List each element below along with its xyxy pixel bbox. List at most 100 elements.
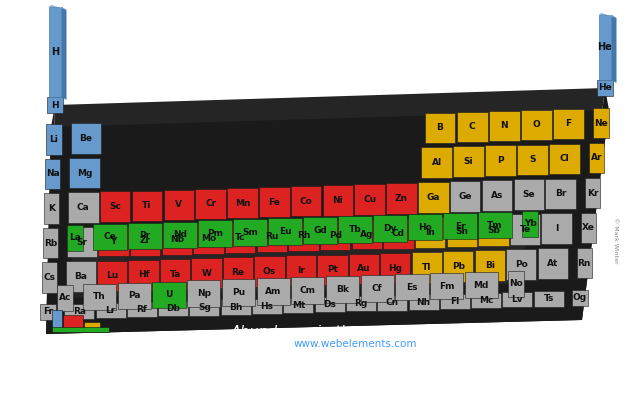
FancyBboxPatch shape — [198, 220, 232, 247]
Text: Na: Na — [46, 170, 60, 178]
Text: Cr: Cr — [205, 200, 216, 208]
Text: S: S — [529, 155, 536, 164]
FancyBboxPatch shape — [346, 296, 376, 312]
Text: He: He — [598, 42, 612, 52]
FancyBboxPatch shape — [585, 178, 600, 208]
FancyBboxPatch shape — [69, 158, 100, 188]
Text: Fe: Fe — [268, 198, 280, 207]
FancyBboxPatch shape — [489, 110, 520, 141]
FancyBboxPatch shape — [257, 222, 287, 252]
Text: B: B — [436, 123, 444, 132]
FancyBboxPatch shape — [534, 291, 564, 306]
Text: Cs: Cs — [43, 273, 55, 282]
Text: Og: Og — [573, 294, 587, 302]
FancyBboxPatch shape — [482, 180, 512, 211]
FancyBboxPatch shape — [291, 186, 321, 216]
FancyBboxPatch shape — [351, 219, 382, 250]
Text: He: He — [598, 84, 612, 92]
Text: Li: Li — [49, 135, 58, 144]
Text: Abundance in the sun (by weight): Abundance in the sun (by weight) — [231, 324, 479, 340]
Bar — [63, 315, 83, 332]
Bar — [84, 322, 100, 332]
FancyBboxPatch shape — [42, 262, 57, 293]
FancyBboxPatch shape — [589, 143, 604, 174]
Text: Yb: Yb — [524, 220, 536, 228]
Text: Rh: Rh — [297, 232, 310, 240]
FancyBboxPatch shape — [227, 188, 258, 218]
Text: Al: Al — [431, 158, 442, 167]
Text: V: V — [175, 200, 182, 209]
Text: Co: Co — [300, 197, 312, 206]
Polygon shape — [611, 15, 616, 83]
Text: Db: Db — [166, 304, 180, 313]
FancyBboxPatch shape — [573, 290, 588, 306]
Text: Ni: Ni — [333, 196, 343, 205]
Polygon shape — [598, 13, 616, 18]
FancyBboxPatch shape — [315, 297, 345, 312]
Polygon shape — [61, 7, 67, 100]
Text: Cm: Cm — [300, 286, 316, 295]
Polygon shape — [65, 224, 530, 298]
FancyBboxPatch shape — [396, 274, 429, 300]
FancyBboxPatch shape — [521, 110, 552, 140]
Text: U: U — [165, 290, 173, 299]
Text: Ho: Ho — [418, 223, 432, 232]
Text: O: O — [532, 120, 540, 130]
FancyBboxPatch shape — [387, 183, 417, 214]
FancyBboxPatch shape — [443, 251, 474, 282]
Text: H: H — [51, 100, 59, 110]
FancyBboxPatch shape — [257, 278, 290, 305]
FancyBboxPatch shape — [158, 301, 188, 316]
Text: Be: Be — [79, 134, 93, 143]
Text: Ds: Ds — [323, 300, 336, 309]
FancyBboxPatch shape — [450, 181, 481, 212]
FancyBboxPatch shape — [360, 275, 394, 302]
FancyBboxPatch shape — [465, 272, 498, 298]
Text: K: K — [48, 204, 55, 213]
FancyBboxPatch shape — [193, 223, 224, 254]
Text: Rb: Rb — [44, 238, 57, 248]
Text: Si: Si — [464, 157, 474, 166]
Text: Tc: Tc — [235, 233, 245, 242]
FancyBboxPatch shape — [160, 259, 190, 289]
FancyBboxPatch shape — [478, 215, 509, 246]
Text: Mo: Mo — [201, 234, 216, 243]
FancyBboxPatch shape — [57, 285, 74, 311]
Text: © Mark Winter: © Mark Winter — [612, 217, 618, 263]
Text: Xe: Xe — [582, 224, 595, 232]
FancyBboxPatch shape — [522, 211, 538, 237]
FancyBboxPatch shape — [338, 216, 372, 242]
Text: Am: Am — [265, 287, 282, 296]
FancyBboxPatch shape — [132, 190, 163, 221]
FancyBboxPatch shape — [252, 298, 282, 314]
Text: Gd: Gd — [313, 226, 327, 235]
Text: Np: Np — [196, 289, 211, 298]
FancyBboxPatch shape — [93, 224, 127, 250]
Text: Bh: Bh — [229, 302, 243, 312]
Text: Mt: Mt — [292, 301, 305, 310]
Text: Fr: Fr — [43, 308, 53, 316]
Text: H: H — [51, 47, 59, 57]
FancyBboxPatch shape — [233, 220, 267, 246]
FancyBboxPatch shape — [373, 215, 407, 242]
Text: Ta: Ta — [170, 270, 180, 278]
Text: P: P — [497, 156, 504, 165]
Text: Dy: Dy — [383, 224, 397, 233]
FancyBboxPatch shape — [70, 123, 102, 154]
Polygon shape — [48, 88, 605, 312]
Text: Mg: Mg — [77, 168, 92, 178]
Text: La: La — [69, 234, 81, 242]
FancyBboxPatch shape — [191, 258, 221, 288]
Text: Pm: Pm — [207, 229, 223, 238]
Text: Hs: Hs — [260, 302, 273, 311]
FancyBboxPatch shape — [47, 98, 63, 112]
Text: Ti: Ti — [142, 201, 152, 210]
FancyBboxPatch shape — [541, 214, 572, 244]
Text: Cu: Cu — [363, 195, 376, 204]
FancyBboxPatch shape — [508, 271, 524, 297]
Text: Cf: Cf — [372, 284, 383, 293]
Text: Eu: Eu — [278, 227, 291, 236]
Text: Ca: Ca — [77, 203, 90, 212]
Text: Pd: Pd — [329, 230, 342, 240]
FancyBboxPatch shape — [130, 225, 161, 256]
